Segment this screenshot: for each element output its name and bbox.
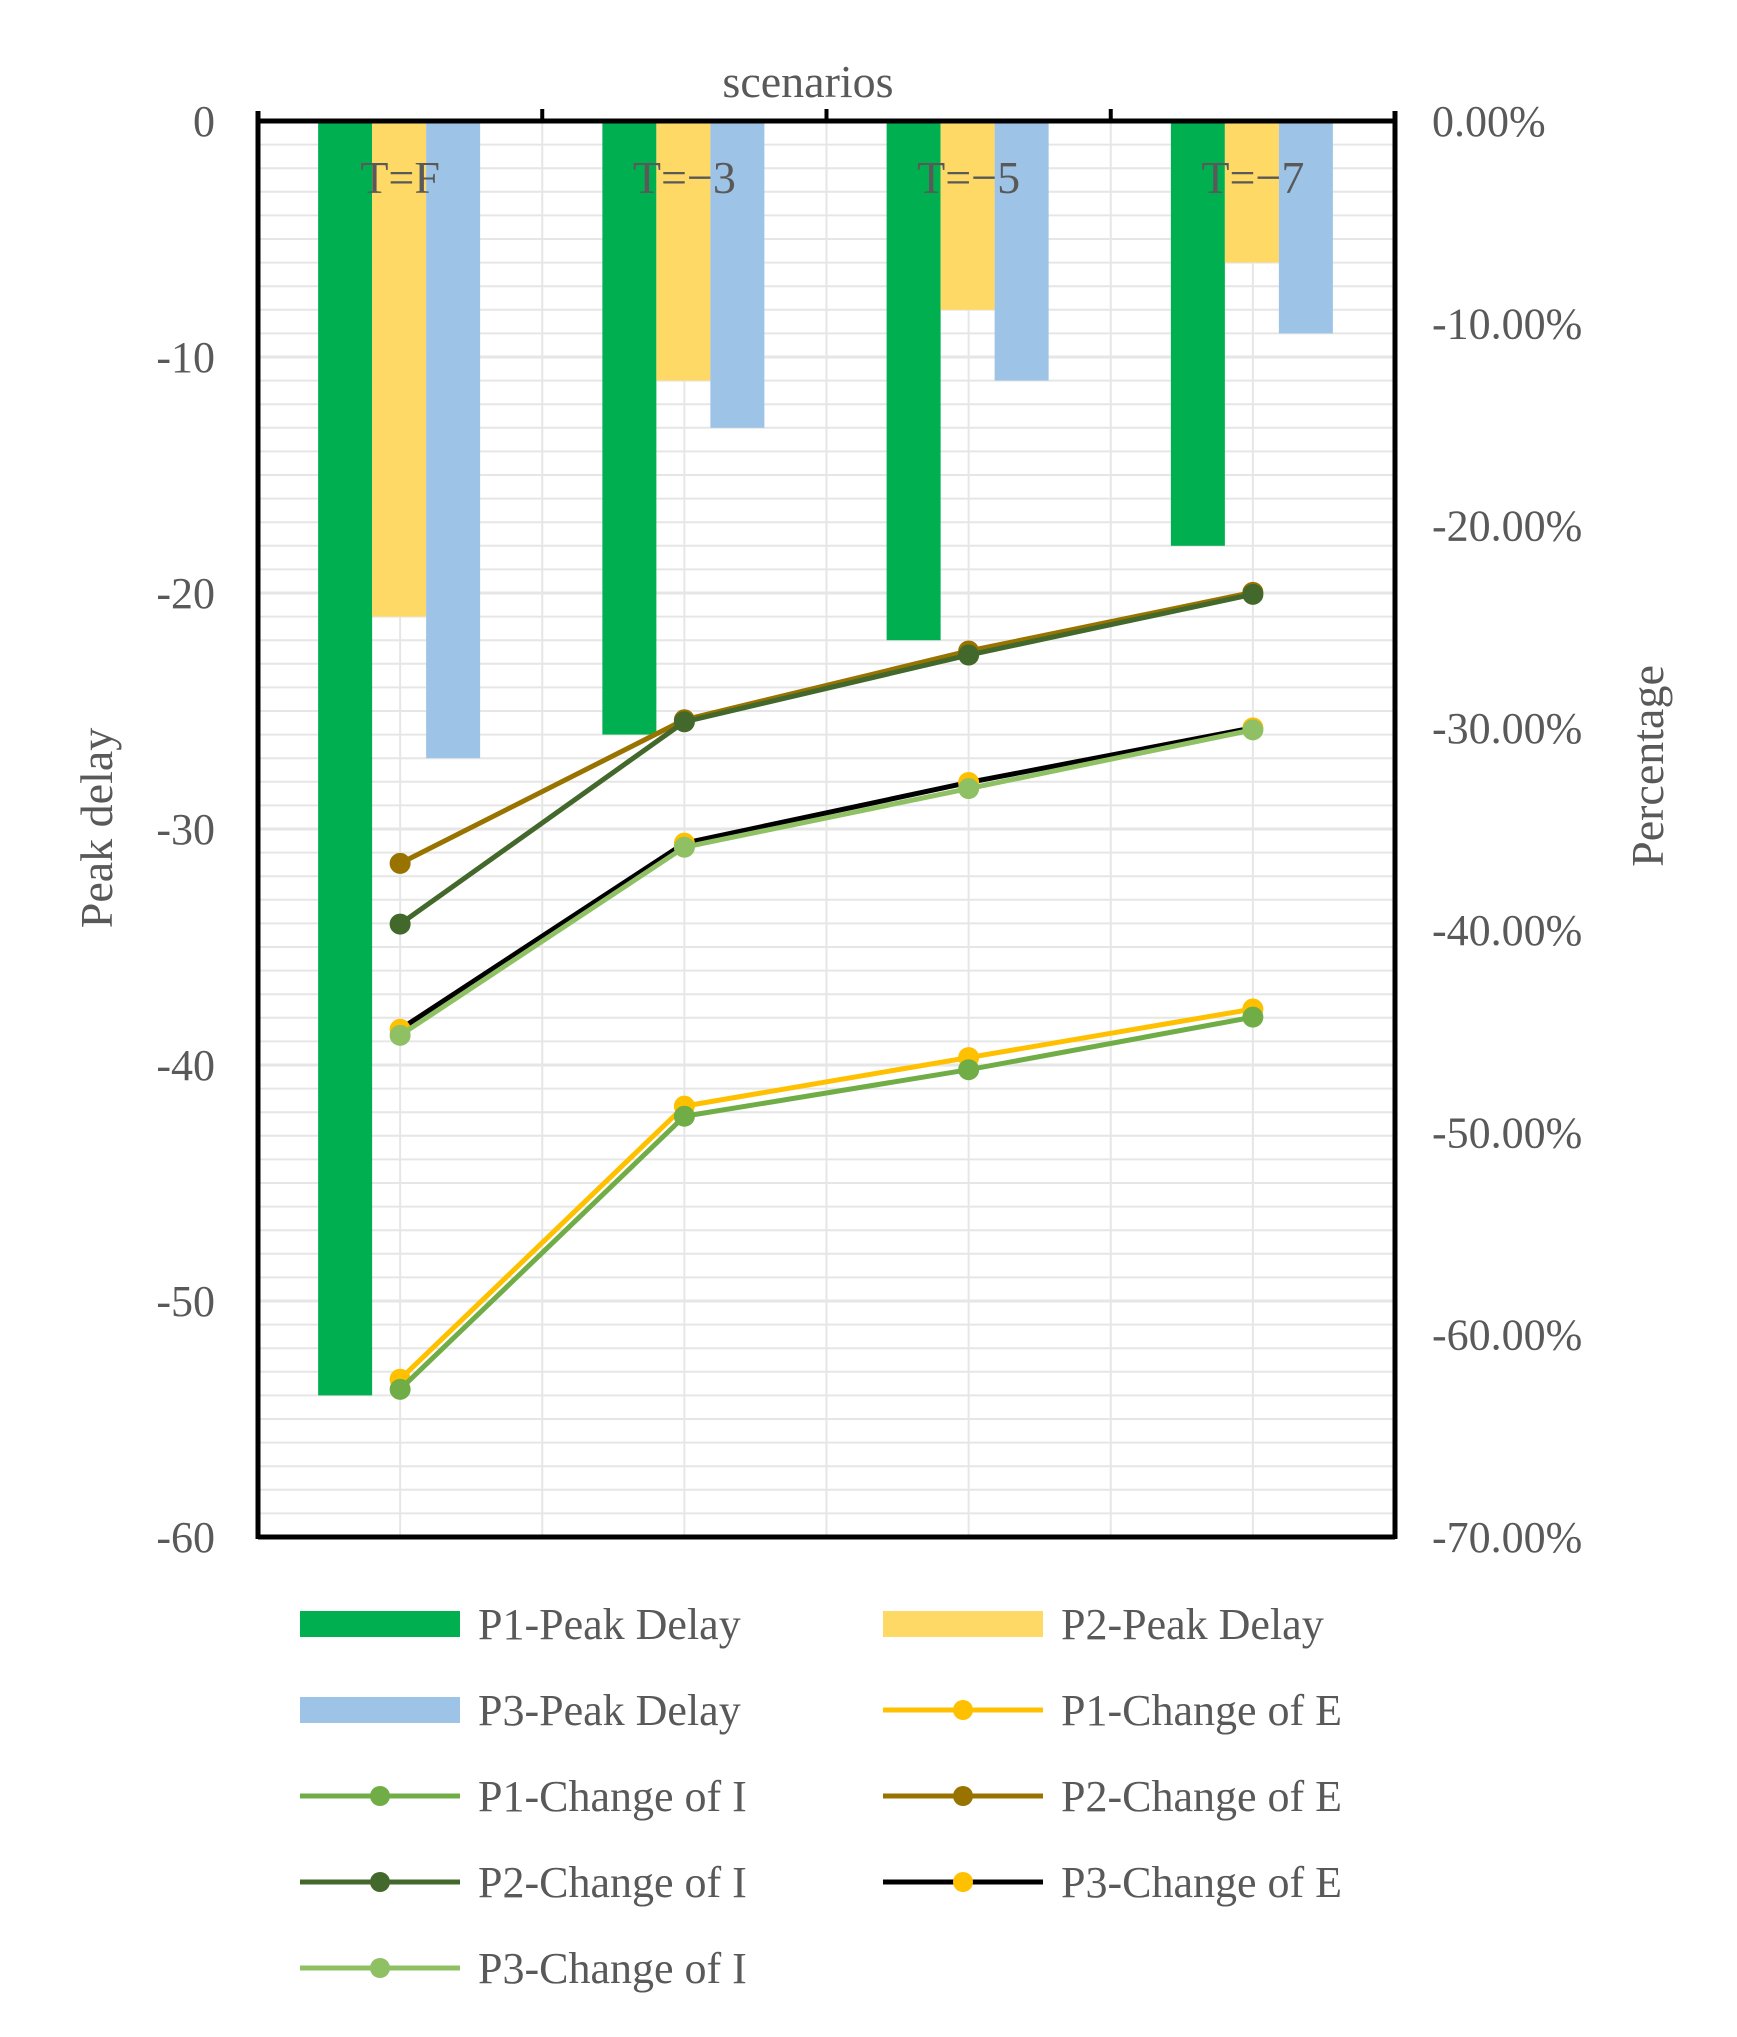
legend-label-p3-peak-delay: P3-Peak Delay [478, 1686, 741, 1735]
bar-p1-peak-delay-2 [886, 121, 941, 641]
legend-label-p3-change-of-e: P3-Change of E [1061, 1858, 1342, 1907]
legend-marker-p2-change-of-i [370, 1872, 390, 1892]
point-p1-change-of-i-3 [1242, 1006, 1264, 1028]
line-p3-change-of-i [398, 727, 1254, 1038]
legend-label-p1-change-of-e: P1-Change of E [1061, 1686, 1342, 1735]
bar-p1-peak-delay-0 [318, 121, 373, 1396]
y-tick-label: -40 [156, 1041, 215, 1090]
bar-p2-peak-delay-2 [940, 121, 995, 310]
point-p3-change-of-i-2 [958, 778, 980, 800]
legend-label-p2-peak-delay: P2-Peak Delay [1061, 1600, 1324, 1649]
bar-p3-peak-delay-3 [1278, 121, 1333, 334]
point-p1-change-of-i-2 [958, 1059, 980, 1081]
line-p1-change-of-i [398, 1014, 1254, 1392]
point-p2-change-of-e-0 [389, 852, 411, 874]
legend-label-p2-change-of-e: P2-Change of E [1061, 1772, 1342, 1821]
category-label: T=F [360, 152, 440, 203]
y-tick-label: -60 [156, 1513, 215, 1562]
category-label: T=−5 [917, 152, 1020, 203]
legend-marker-p2-change-of-e [953, 1786, 973, 1806]
point-p2-change-of-i-2 [958, 644, 980, 666]
category-label: T=−3 [633, 152, 736, 203]
bar-p1-peak-delay-1 [602, 121, 657, 735]
line-layer [389, 581, 1264, 1400]
bar-layer [318, 121, 1333, 1396]
y-tick-label: -10 [156, 333, 215, 382]
y-axis-title: Peak delay [71, 728, 122, 929]
bar-p3-peak-delay-0 [426, 121, 481, 759]
bar-p2-peak-delay-1 [656, 121, 711, 381]
bar-p3-peak-delay-2 [994, 121, 1049, 381]
bar-p3-peak-delay-1 [710, 121, 765, 428]
legend-label-p3-change-of-i: P3-Change of I [478, 1944, 747, 1993]
point-p2-change-of-i-0 [389, 913, 411, 935]
legend: P1-Peak Delay P2-Peak Delay P3-Peak Delay P… [300, 1600, 1342, 1993]
legend-marker-p1-change-of-i [370, 1786, 390, 1806]
point-p2-change-of-i-1 [673, 711, 695, 733]
point-p3-change-of-i-1 [673, 836, 695, 858]
legend-label-p2-change-of-i: P2-Change of I [478, 1858, 747, 1907]
y2-tick-label: -70.00% [1432, 1513, 1582, 1562]
legend-swatch-p1-peak-delay [300, 1611, 460, 1637]
line-p2-change-of-e [398, 589, 1254, 866]
legend-label-p1-peak-delay: P1-Peak Delay [478, 1600, 741, 1649]
point-p3-change-of-i-0 [389, 1024, 411, 1046]
y-tick-label: 0 [193, 97, 215, 146]
bar-p1-peak-delay-3 [1170, 121, 1225, 546]
y2-tick-label: -10.00% [1432, 299, 1582, 348]
y2-tick-label: -30.00% [1432, 704, 1582, 753]
bar-p2-peak-delay-3 [1224, 121, 1279, 263]
y-tick-label: -20 [156, 569, 215, 618]
point-p2-change-of-i-3 [1242, 583, 1264, 605]
y2-tick-label: 0.00% [1432, 97, 1546, 146]
bar-p2-peak-delay-0 [372, 121, 427, 617]
legend-marker-p3-change-of-i [370, 1958, 390, 1978]
category-label: T=−7 [1201, 152, 1304, 203]
y2-tick-label: -20.00% [1432, 502, 1582, 551]
line-p3-change-of-e [398, 725, 1254, 1032]
point-p1-change-of-i-1 [673, 1105, 695, 1127]
y-tick-label: -30 [156, 805, 215, 854]
axes: 0 -10 -20 -30 -40 -50 -60 0.00% -10.00% -20.00% -3… [156, 97, 1582, 1562]
category-labels: T=F T=−3 T=−5 T=−7 [360, 152, 1304, 203]
point-p3-change-of-i-3 [1242, 719, 1264, 741]
legend-label-p1-change-of-i: P1-Change of I [478, 1772, 747, 1821]
y2-tick-label: -50.00% [1432, 1108, 1582, 1157]
y-tick-label: -50 [156, 1277, 215, 1326]
legend-swatch-p2-peak-delay [883, 1611, 1043, 1637]
y2-axis-title: Percentage [1622, 665, 1673, 867]
y2-tick-label: -40.00% [1432, 906, 1582, 955]
point-p1-change-of-i-0 [389, 1378, 411, 1400]
legend-marker-p3-change-of-e [953, 1872, 973, 1892]
x-axis-title: scenarios [722, 56, 893, 107]
legend-swatch-p3-peak-delay [300, 1697, 460, 1723]
line-p1-change-of-e [398, 1006, 1254, 1382]
line-p2-change-of-i [398, 591, 1254, 927]
legend-marker-p1-change-of-e [953, 1700, 973, 1720]
y2-tick-label: -60.00% [1432, 1311, 1582, 1360]
